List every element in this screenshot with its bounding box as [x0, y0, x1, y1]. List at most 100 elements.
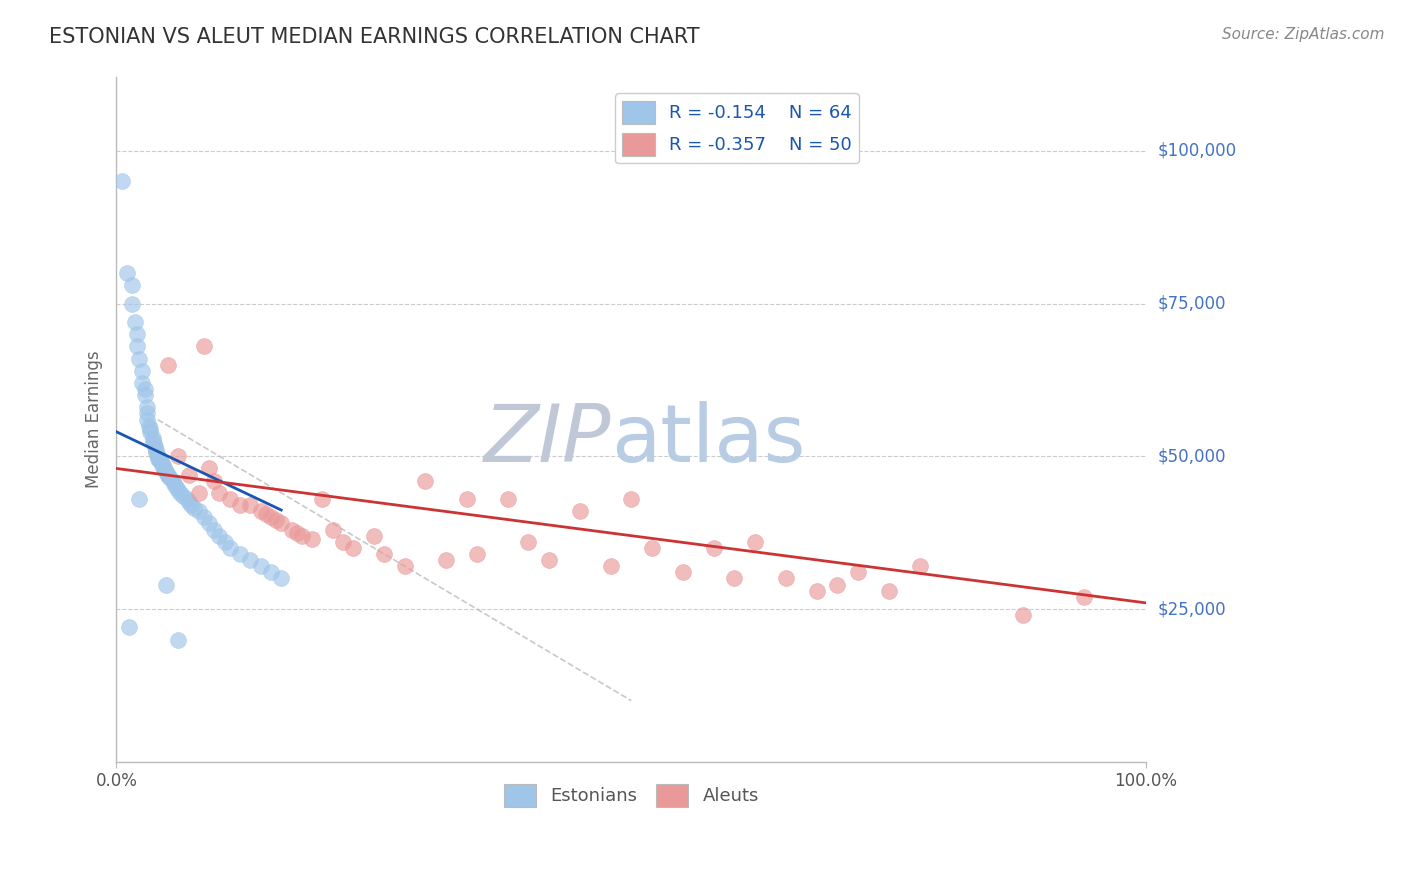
- Y-axis label: Median Earnings: Median Earnings: [86, 351, 103, 489]
- Point: [280, 523, 302, 537]
- Point: [145, 446, 167, 460]
- Point: [172, 489, 194, 503]
- Point: [111, 174, 134, 188]
- Point: [145, 443, 167, 458]
- Point: [146, 450, 169, 465]
- Point: [260, 510, 283, 524]
- Point: [434, 553, 457, 567]
- Point: [136, 407, 159, 421]
- Point: [167, 483, 190, 497]
- Point: [291, 529, 314, 543]
- Point: [177, 495, 200, 509]
- Point: [641, 541, 664, 555]
- Point: [167, 450, 190, 464]
- Point: [141, 434, 163, 448]
- Point: [152, 460, 174, 475]
- Point: [141, 431, 163, 445]
- Text: atlas: atlas: [610, 401, 806, 479]
- Point: [877, 583, 900, 598]
- Point: [620, 491, 643, 506]
- Point: [672, 566, 695, 580]
- Point: [167, 632, 190, 647]
- Text: $75,000: $75,000: [1157, 294, 1226, 312]
- Point: [218, 541, 240, 555]
- Point: [177, 467, 200, 482]
- Point: [163, 476, 186, 491]
- Point: [311, 491, 333, 506]
- Point: [143, 440, 166, 454]
- Point: [806, 583, 828, 598]
- Point: [156, 467, 179, 482]
- Point: [127, 327, 149, 342]
- Point: [115, 266, 138, 280]
- Point: [193, 339, 215, 353]
- Text: ZIP: ZIP: [484, 401, 610, 479]
- Point: [187, 504, 209, 518]
- Point: [373, 547, 395, 561]
- Point: [128, 491, 150, 506]
- Point: [208, 529, 231, 543]
- Point: [723, 572, 745, 586]
- Point: [136, 401, 159, 415]
- Point: [568, 504, 591, 518]
- Point: [1011, 608, 1033, 623]
- Text: $50,000: $50,000: [1157, 447, 1226, 466]
- Point: [465, 547, 488, 561]
- Point: [198, 461, 221, 475]
- Point: [342, 541, 364, 555]
- Point: [599, 559, 621, 574]
- Point: [301, 532, 323, 546]
- Point: [537, 553, 560, 567]
- Point: [193, 510, 215, 524]
- Legend: Estonians, Aleuts: Estonians, Aleuts: [496, 777, 766, 814]
- Text: ESTONIAN VS ALEUT MEDIAN EARNINGS CORRELATION CHART: ESTONIAN VS ALEUT MEDIAN EARNINGS CORREL…: [49, 27, 700, 46]
- Point: [394, 559, 416, 574]
- Point: [150, 457, 173, 471]
- Point: [165, 480, 187, 494]
- Point: [254, 508, 277, 522]
- Point: [153, 461, 176, 475]
- Point: [155, 577, 177, 591]
- Point: [456, 491, 478, 506]
- Point: [517, 534, 540, 549]
- Point: [415, 474, 437, 488]
- Point: [152, 458, 174, 473]
- Point: [149, 455, 172, 469]
- Point: [146, 450, 169, 464]
- Point: [218, 491, 240, 506]
- Point: [180, 498, 202, 512]
- Point: [775, 572, 797, 586]
- Point: [198, 516, 221, 531]
- Point: [153, 463, 176, 477]
- Point: [138, 418, 160, 433]
- Point: [322, 523, 344, 537]
- Point: [285, 525, 308, 540]
- Text: Source: ZipAtlas.com: Source: ZipAtlas.com: [1222, 27, 1385, 42]
- Point: [202, 474, 225, 488]
- Point: [131, 364, 153, 378]
- Point: [208, 486, 231, 500]
- Point: [332, 534, 354, 549]
- Point: [149, 454, 172, 468]
- Point: [124, 315, 146, 329]
- Point: [142, 437, 165, 451]
- Point: [121, 278, 143, 293]
- Point: [229, 498, 252, 512]
- Point: [156, 468, 179, 483]
- Point: [146, 452, 169, 467]
- Point: [156, 358, 179, 372]
- Point: [249, 504, 271, 518]
- Point: [214, 534, 236, 549]
- Point: [127, 339, 149, 353]
- Point: [136, 412, 159, 426]
- Point: [239, 553, 262, 567]
- Point: [363, 529, 385, 543]
- Point: [270, 516, 292, 531]
- Point: [229, 547, 252, 561]
- Point: [121, 296, 143, 310]
- Point: [260, 566, 283, 580]
- Point: [908, 559, 931, 574]
- Point: [155, 465, 177, 479]
- Point: [1073, 590, 1095, 604]
- Point: [496, 491, 519, 506]
